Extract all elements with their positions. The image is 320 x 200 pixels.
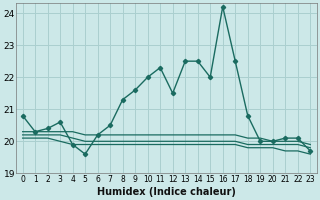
X-axis label: Humidex (Indice chaleur): Humidex (Indice chaleur) bbox=[97, 187, 236, 197]
